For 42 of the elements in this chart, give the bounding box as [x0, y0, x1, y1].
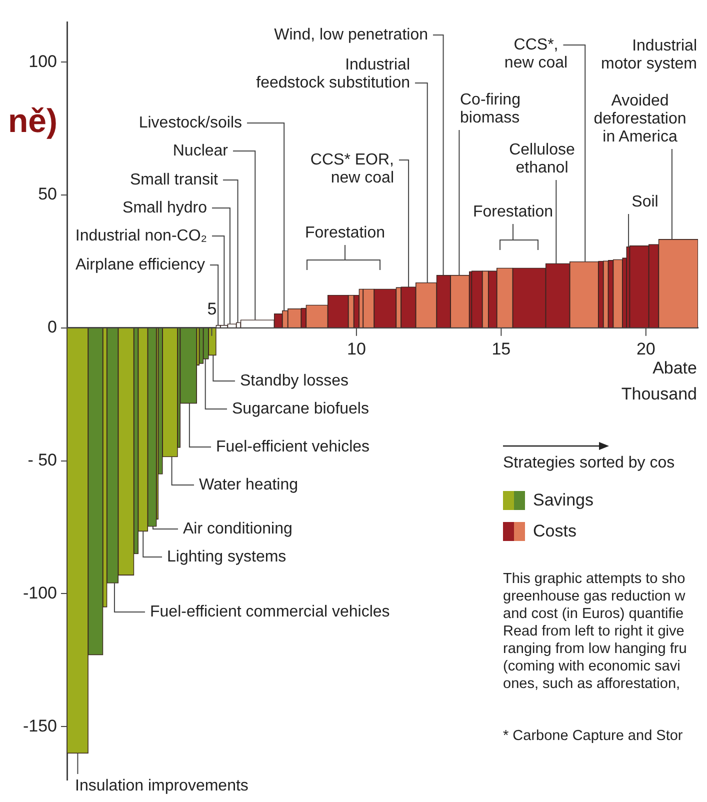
annotation: Sugarcane biofuels: [232, 400, 369, 418]
annotation: Small transit: [130, 171, 219, 188]
annotation: Cellulose ethanol: [509, 141, 576, 176]
y-tick-label: 50: [38, 184, 57, 204]
legend-label: Savings: [533, 490, 594, 510]
annotation: 5: [207, 300, 217, 319]
legend-label: Costs: [533, 522, 576, 541]
annotation: Wind, low penetration: [274, 26, 428, 44]
y-tick-label: -150: [22, 716, 57, 736]
annotation: Industrial non-CO₂: [75, 227, 207, 244]
annotation: Nuclear: [172, 142, 229, 160]
y-tick-label: 100: [28, 52, 57, 71]
annotation: Standby losses: [240, 372, 349, 390]
annotation: Small hydro: [122, 199, 208, 216]
annotation: Soil: [632, 193, 658, 210]
x-tick-label: 15: [492, 340, 511, 359]
annotation: Water heating: [199, 476, 298, 494]
annotation: Fuel-efficient vehicles: [216, 438, 370, 456]
annotation: CCS* EOR, new coal: [310, 151, 394, 186]
annotation: Industrial motor system: [600, 37, 697, 72]
y-tick-label: 0: [48, 318, 57, 337]
annotation: This graphic attempts to sho greenhouse gas reduction w and cost (in Euros) quantifie Read from left to right it give ranging from low hanging fru (coming with economic savi ones, such as afforestation,: [503, 571, 687, 692]
annotation: Lighting systems: [167, 548, 286, 566]
annotation: CCS*, new coal: [504, 36, 568, 72]
annotation: Forestation: [472, 203, 554, 220]
annotation: Airplane efficiency: [75, 256, 205, 274]
annotation: Avoided deforestation in America: [594, 92, 686, 146]
text: ně): [8, 102, 58, 140]
annotation: Insulation improvements: [75, 777, 248, 794]
annotation: Fuel-efficient commercial vehicles: [150, 603, 390, 620]
annotation: Livestock/soils: [138, 114, 242, 132]
x-axis-title: Abate Thousand: [621, 358, 697, 404]
y-tick-label: - 50: [28, 450, 57, 470]
annotation: * Carbone Capture and Stor: [503, 728, 683, 744]
x-tick-label: 10: [346, 340, 366, 359]
annotation: Forestation: [304, 224, 386, 242]
y-tick-label: -100: [22, 583, 57, 602]
annotation: Industrial feedstock substitution: [256, 56, 410, 92]
annotation: Air conditioning: [183, 520, 292, 538]
annotation: Strategies sorted by cos: [503, 454, 675, 472]
annotation: Co-firing biomass: [460, 91, 520, 126]
x-tick-label: 20: [636, 340, 656, 359]
